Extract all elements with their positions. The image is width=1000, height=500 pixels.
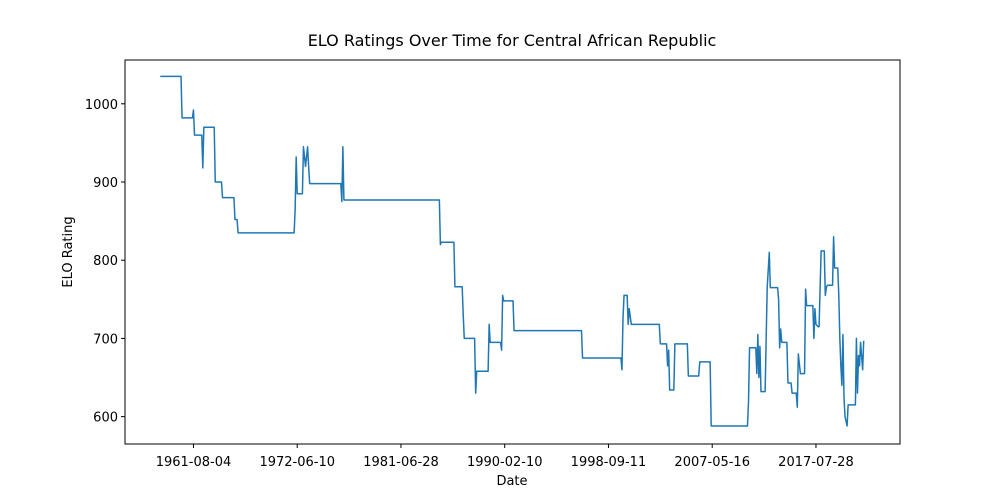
x-tick-label: 2007-05-16	[674, 455, 750, 470]
y-axis-label: ELO Rating	[61, 216, 76, 287]
x-tick-label: 1961-08-04	[156, 455, 232, 470]
y-tick-label: 900	[93, 176, 118, 191]
line-series	[160, 75, 865, 427]
y-tick-label: 800	[93, 254, 118, 269]
y-tick-label: 700	[93, 332, 118, 347]
x-axis-label: Date	[496, 474, 527, 489]
y-tick-label: 600	[93, 411, 118, 426]
plot-frame	[124, 59, 901, 445]
x-tick-label: 1981-06-28	[363, 455, 439, 470]
chart-title: ELO Ratings Over Time for Central Africa…	[308, 31, 717, 50]
y-tick-label: 1000	[85, 98, 118, 113]
x-tick-label: 1998-09-11	[571, 455, 647, 470]
x-tick-label: 1990-02-10	[467, 455, 543, 470]
x-tick-label: 1972-06-10	[259, 455, 335, 470]
x-tick-label: 2017-07-28	[778, 455, 854, 470]
